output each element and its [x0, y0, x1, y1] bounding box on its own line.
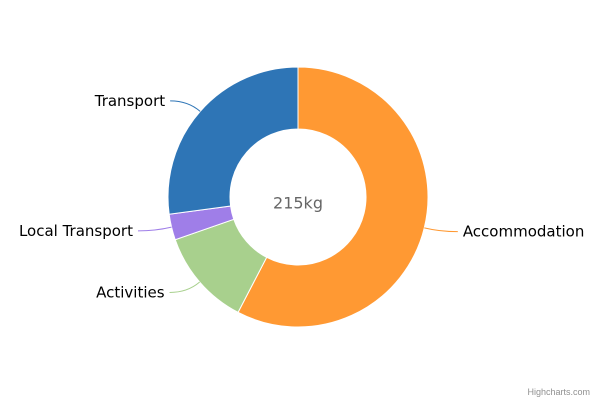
slice-accommodation[interactable] — [237, 66, 429, 328]
connector-local-transport — [137, 226, 172, 232]
data-label-accommodation: Accommodation — [463, 223, 585, 241]
center-total-label: 215kg — [273, 194, 323, 213]
labels-group: Accommodation Activities Local Transport Tr… — [19, 92, 584, 302]
connector-accommodation — [424, 227, 458, 233]
connectors-group — [137, 100, 458, 294]
connector-activities — [169, 281, 200, 294]
slice-transport[interactable] — [167, 66, 299, 215]
slices-group — [167, 66, 429, 328]
data-label-transport: Transport — [94, 92, 166, 110]
credits-link[interactable]: Highcharts.com — [527, 387, 590, 397]
data-label-local-transport: Local Transport — [19, 222, 133, 240]
data-label-activities: Activities — [96, 284, 165, 302]
connector-transport — [170, 100, 201, 112]
